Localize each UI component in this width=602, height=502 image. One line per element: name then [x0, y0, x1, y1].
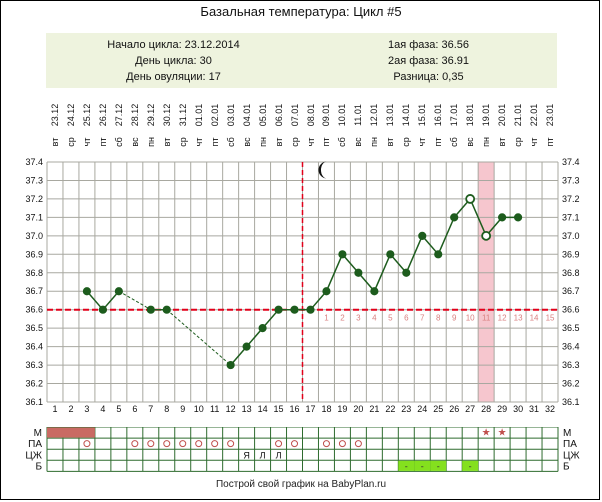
svg-text:★: ★: [498, 427, 507, 438]
svg-text:37.1: 37.1: [562, 212, 580, 222]
svg-text:ЦЖ: ЦЖ: [25, 450, 42, 461]
svg-text:25: 25: [433, 404, 443, 414]
svg-text:Л: Л: [276, 450, 282, 460]
svg-text:28: 28: [481, 404, 491, 414]
svg-text:37.2: 37.2: [562, 194, 580, 204]
svg-text:36.4: 36.4: [562, 342, 580, 352]
svg-text:-: -: [469, 461, 472, 471]
svg-text:16: 16: [290, 404, 300, 414]
svg-text:8: 8: [436, 314, 441, 323]
svg-text:29: 29: [497, 404, 507, 414]
svg-text:36.2: 36.2: [25, 379, 43, 389]
svg-text:Б: Б: [35, 461, 42, 472]
svg-text:36.1: 36.1: [25, 397, 43, 407]
svg-text:7: 7: [420, 314, 425, 323]
svg-text:37.0: 37.0: [25, 231, 43, 241]
svg-text:36.5: 36.5: [562, 323, 580, 333]
svg-text:23: 23: [401, 404, 411, 414]
svg-text:13: 13: [242, 404, 252, 414]
svg-text:2: 2: [68, 404, 73, 414]
svg-text:8: 8: [164, 404, 169, 414]
svg-text:3: 3: [84, 404, 89, 414]
svg-text:36.9: 36.9: [562, 249, 580, 259]
svg-text:М: М: [34, 428, 42, 439]
svg-text:36.8: 36.8: [25, 268, 43, 278]
svg-text:36.6: 36.6: [562, 305, 580, 315]
svg-text:4: 4: [372, 314, 377, 323]
svg-text:14: 14: [258, 404, 268, 414]
svg-text:37.4: 37.4: [562, 157, 580, 167]
svg-text:32: 32: [545, 404, 555, 414]
svg-text:21: 21: [369, 404, 379, 414]
svg-text:9: 9: [452, 314, 457, 323]
svg-text:10: 10: [194, 404, 204, 414]
svg-text:27: 27: [465, 404, 475, 414]
svg-text:6: 6: [132, 404, 137, 414]
svg-text:31: 31: [529, 404, 539, 414]
svg-text:13: 13: [514, 314, 523, 323]
svg-text:ПА: ПА: [28, 439, 42, 450]
svg-text:15: 15: [546, 314, 555, 323]
svg-text:3: 3: [356, 314, 361, 323]
svg-text:19: 19: [337, 404, 347, 414]
svg-text:36.3: 36.3: [562, 360, 580, 370]
svg-text:37.2: 37.2: [25, 194, 43, 204]
svg-text:36.5: 36.5: [25, 323, 43, 333]
svg-text:36.7: 36.7: [25, 286, 43, 296]
svg-text:7: 7: [148, 404, 153, 414]
svg-text:★: ★: [482, 427, 491, 438]
svg-text:36.1: 36.1: [562, 397, 580, 407]
svg-text:9: 9: [180, 404, 185, 414]
svg-text:37.3: 37.3: [25, 175, 43, 185]
svg-text:6: 6: [404, 314, 409, 323]
svg-text:12: 12: [226, 404, 236, 414]
svg-text:26: 26: [449, 404, 459, 414]
svg-text:30: 30: [513, 404, 523, 414]
svg-text:37.4: 37.4: [25, 157, 43, 167]
svg-text:37.1: 37.1: [25, 212, 43, 222]
svg-text:37.0: 37.0: [562, 231, 580, 241]
svg-text:1: 1: [324, 314, 329, 323]
svg-text:17: 17: [305, 404, 315, 414]
svg-text:24: 24: [417, 404, 427, 414]
svg-text:36.4: 36.4: [25, 342, 43, 352]
svg-text:10: 10: [466, 314, 475, 323]
svg-text:2: 2: [340, 314, 345, 323]
svg-text:36.7: 36.7: [562, 286, 580, 296]
svg-text:11: 11: [210, 404, 219, 414]
svg-text:ПА: ПА: [563, 439, 577, 450]
svg-text:20: 20: [353, 404, 363, 414]
svg-text:-: -: [437, 461, 440, 471]
svg-text:22: 22: [385, 404, 395, 414]
svg-text:Л: Л: [260, 450, 266, 460]
svg-text:11: 11: [482, 314, 491, 323]
svg-text:Я: Я: [243, 450, 250, 460]
svg-text:ЦЖ: ЦЖ: [563, 450, 580, 461]
svg-text:37.3: 37.3: [562, 175, 580, 185]
svg-text:36.8: 36.8: [562, 268, 580, 278]
svg-text:14: 14: [530, 314, 539, 323]
svg-text:4: 4: [100, 404, 105, 414]
svg-text:Б: Б: [563, 461, 570, 472]
svg-text:15: 15: [274, 404, 284, 414]
svg-text:36.2: 36.2: [562, 379, 580, 389]
svg-text:1: 1: [52, 404, 57, 414]
svg-text:12: 12: [498, 314, 507, 323]
svg-text:5: 5: [116, 404, 121, 414]
svg-text:-: -: [405, 461, 408, 471]
svg-text:М: М: [563, 428, 571, 439]
svg-text:36.3: 36.3: [25, 360, 43, 370]
svg-text:-: -: [421, 461, 424, 471]
svg-text:18: 18: [321, 404, 331, 414]
svg-text:36.9: 36.9: [25, 249, 43, 259]
svg-text:5: 5: [388, 314, 393, 323]
svg-text:36.6: 36.6: [25, 305, 43, 315]
